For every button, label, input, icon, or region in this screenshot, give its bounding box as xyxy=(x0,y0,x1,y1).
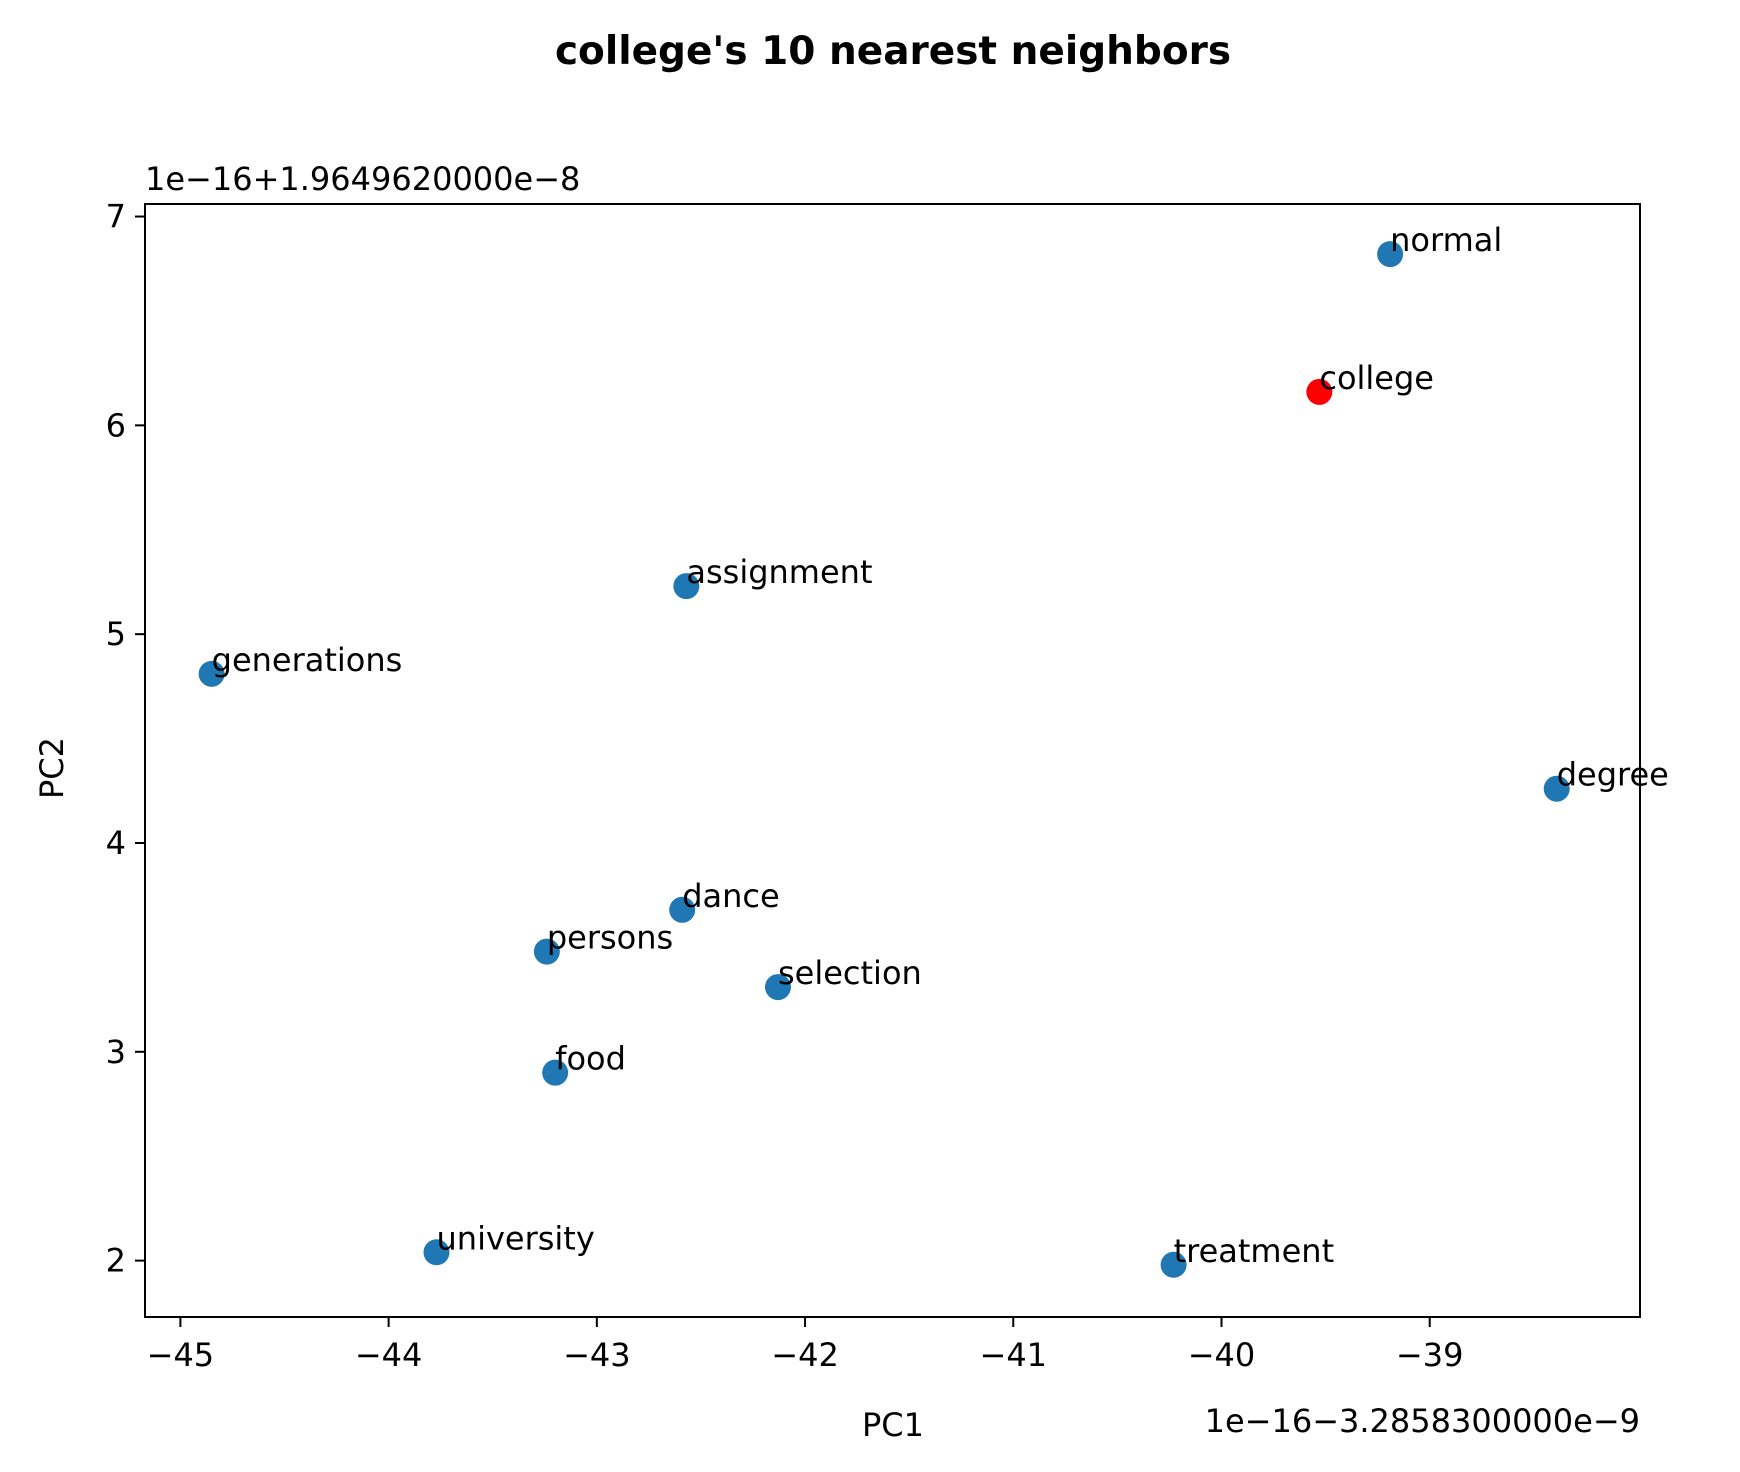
x-tick-label: −44 xyxy=(355,1336,423,1374)
y-tick-label: 6 xyxy=(106,406,126,444)
y-axis-label: PC2 xyxy=(33,737,71,799)
x-tick-label: −39 xyxy=(1396,1336,1464,1374)
neighbor-point xyxy=(533,938,560,965)
target-point xyxy=(1306,378,1333,405)
neighbor-point xyxy=(669,896,696,923)
point-label: persons xyxy=(547,919,673,957)
y-axis: 2 3 4 5 6 7 xyxy=(106,198,145,1280)
neighbor-point xyxy=(1160,1251,1187,1278)
point-label: generations xyxy=(212,641,403,679)
neighbor-point xyxy=(1377,241,1404,268)
y-tick-label: 3 xyxy=(106,1033,126,1071)
x-axis: −45 −44 −43 −42 −41 −40 −39 xyxy=(147,1317,1464,1374)
neighbor-point xyxy=(1543,775,1570,802)
x-tick-label: −40 xyxy=(1188,1336,1256,1374)
point-label: degree xyxy=(1557,756,1669,794)
y-tick-label: 2 xyxy=(106,1242,126,1280)
point-label: assignment xyxy=(686,553,872,591)
x-axis-label: PC1 xyxy=(862,1406,924,1444)
x-tick-label: −45 xyxy=(147,1336,215,1374)
y-offset-text: 1e−16+1.9649620000e−8 xyxy=(145,160,580,198)
neighbor-point xyxy=(764,974,791,1001)
point-label: normal xyxy=(1390,221,1502,259)
point-label: food xyxy=(555,1040,626,1078)
neighbor-point xyxy=(673,573,700,600)
points-layer: normal college assignment generations degree… xyxy=(198,221,1669,1278)
x-tick-label: −42 xyxy=(771,1336,839,1374)
neighbor-point xyxy=(542,1059,569,1086)
neighbor-point xyxy=(423,1239,450,1266)
x-offset-text: 1e−16−3.2858300000e−9 xyxy=(1205,1402,1640,1440)
chart-title: college's 10 nearest neighbors xyxy=(555,29,1231,74)
x-tick-label: −43 xyxy=(563,1336,631,1374)
neighbor-point xyxy=(198,660,225,687)
point-label: treatment xyxy=(1174,1232,1335,1270)
point-label: university xyxy=(437,1219,595,1257)
point-label: selection xyxy=(778,954,922,992)
x-tick-label: −41 xyxy=(980,1336,1048,1374)
y-tick-label: 5 xyxy=(106,615,126,653)
point-label: college xyxy=(1319,359,1434,397)
y-tick-label: 4 xyxy=(106,824,126,862)
plot-frame xyxy=(144,203,1641,1318)
point-label: dance xyxy=(682,877,779,915)
y-tick-label: 7 xyxy=(106,198,126,236)
